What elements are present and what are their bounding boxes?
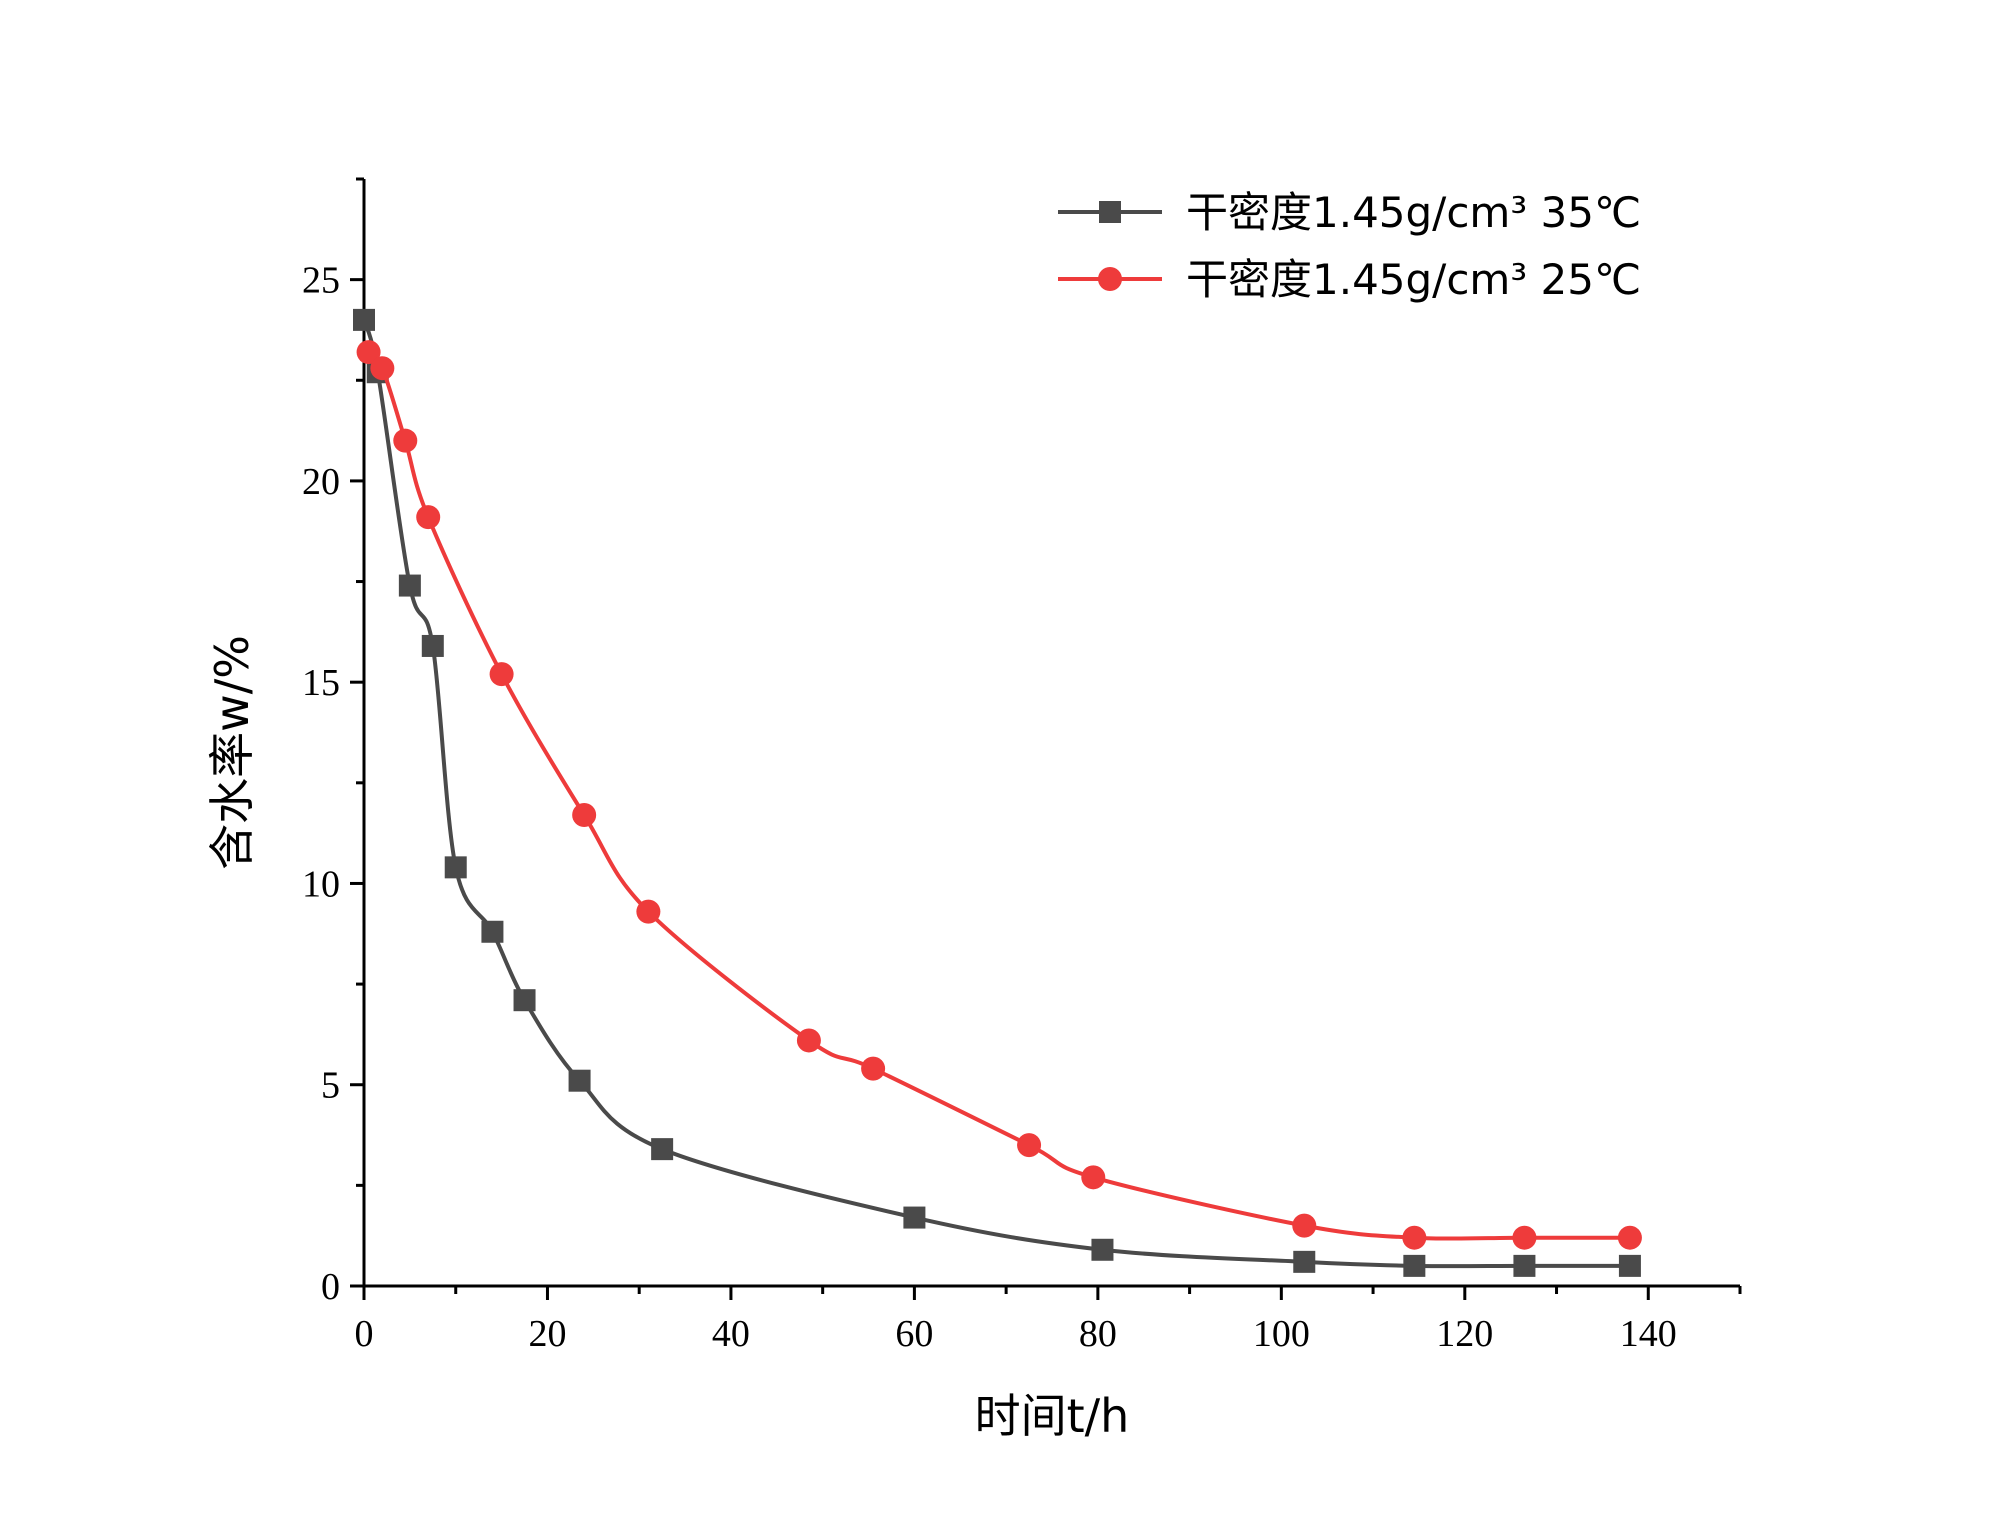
x-tick-label: 20: [528, 1313, 566, 1355]
data-point: [356, 340, 381, 365]
legend-label: 干密度1.45g/cm³ 35℃: [1186, 188, 1641, 237]
data-point: [861, 1056, 886, 1081]
data-point: [568, 1069, 591, 1092]
data-point: [572, 803, 597, 828]
data-point: [489, 662, 514, 687]
series-layer: [353, 308, 1642, 1277]
data-point: [636, 899, 661, 924]
data-point: [444, 856, 467, 879]
x-axis-title: 时间t/h: [975, 1389, 1130, 1443]
x-tick-label: 80: [1079, 1313, 1117, 1355]
x-tick-label: 60: [895, 1313, 933, 1355]
x-tick-label: 40: [712, 1313, 750, 1355]
data-point: [1513, 1254, 1536, 1277]
series-1: [353, 308, 1641, 1277]
data-point: [1091, 1238, 1114, 1261]
data-point: [398, 574, 421, 597]
data-point: [651, 1138, 674, 1161]
data-point: [903, 1206, 926, 1229]
legend-item-1: 干密度1.45g/cm³ 35℃: [1058, 188, 1641, 237]
x-tick-label: 120: [1436, 1313, 1493, 1355]
data-point: [1618, 1254, 1641, 1277]
x-tick-label: 140: [1620, 1313, 1677, 1355]
legend-label: 干密度1.45g/cm³ 25℃: [1186, 255, 1641, 304]
data-point: [796, 1028, 821, 1053]
series-2: [356, 340, 1642, 1250]
series-line: [362, 319, 1630, 1269]
y-tick-label: 15: [302, 662, 340, 704]
data-point: [1081, 1165, 1106, 1190]
series-line: [367, 350, 1630, 1241]
legend-marker: [1099, 201, 1121, 223]
data-point: [1017, 1133, 1042, 1158]
data-point: [421, 634, 444, 657]
x-tick-label: 0: [355, 1313, 374, 1355]
y-axis-title: 含水率w/%: [205, 635, 259, 870]
data-point: [353, 308, 375, 331]
data-point: [393, 428, 418, 453]
legend: 干密度1.45g/cm³ 35℃ 干密度1.45g/cm³ 25℃: [1058, 188, 1641, 304]
y-tick-label: 20: [302, 461, 340, 503]
data-point: [513, 989, 536, 1012]
data-point: [416, 505, 441, 530]
y-tick-label: 10: [302, 863, 340, 905]
x-tick-label: 100: [1253, 1313, 1310, 1355]
y-tick-label: 0: [321, 1266, 340, 1308]
y-tick-label: 5: [321, 1065, 340, 1107]
data-point: [1512, 1225, 1537, 1250]
data-point: [1293, 1250, 1316, 1273]
data-point: [1403, 1254, 1426, 1277]
data-point: [1617, 1225, 1642, 1250]
legend-item-2: 干密度1.45g/cm³ 25℃: [1058, 255, 1641, 304]
axes: 0 20 40 60 80 100 120 140 0 5 10 15 20 25: [302, 177, 1742, 1355]
data-point: [1292, 1213, 1317, 1238]
data-point: [1402, 1225, 1427, 1250]
y-tick-label: 25: [302, 260, 340, 302]
data-point: [370, 356, 395, 381]
legend-marker: [1098, 267, 1122, 291]
data-point: [481, 920, 504, 943]
